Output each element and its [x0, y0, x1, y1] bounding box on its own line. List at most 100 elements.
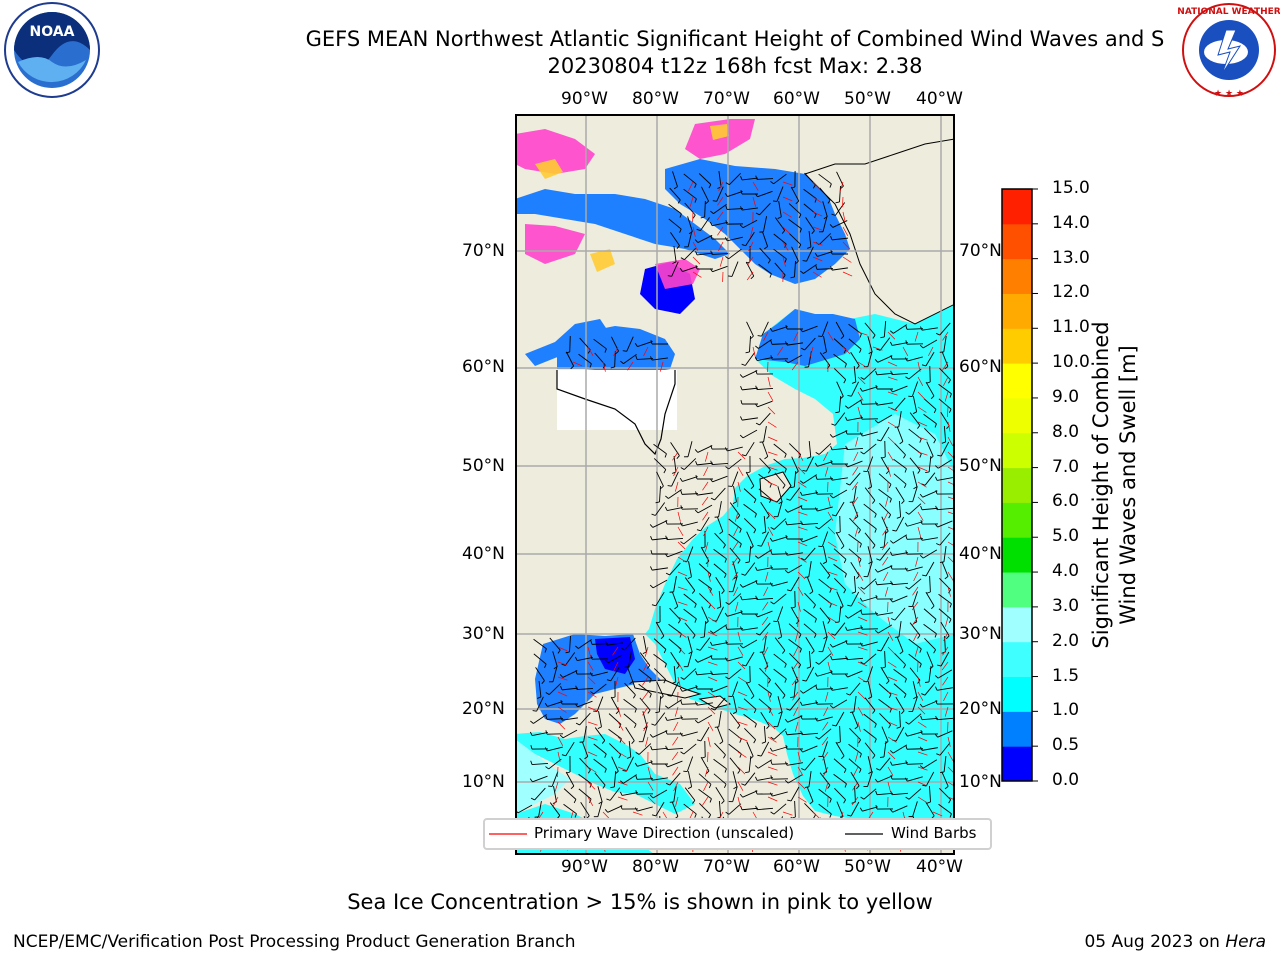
map-legend: Primary Wave Direction (unscaled) Wind B…	[483, 818, 992, 850]
footer-date: 05 Aug 2023 on Hera	[1084, 932, 1266, 952]
lat-label-right-60n: 60°N	[959, 357, 1002, 377]
lon-label-top-70w: 70°W	[703, 89, 750, 109]
lat-label-left-70n: 70°N	[462, 241, 505, 261]
lat-label-right-50n: 50°N	[959, 456, 1002, 476]
colorbar-tick-label: 0.0	[1052, 770, 1080, 790]
colorbar-tick-label: 8.0	[1052, 421, 1080, 442]
lon-label-top-50w: 50°W	[844, 89, 891, 109]
noaa-logo-text: NOAA	[30, 24, 75, 40]
colorbar-tick-label: 11.0	[1052, 317, 1090, 338]
colorbar-band	[1002, 502, 1032, 538]
colorbar-band	[1002, 223, 1032, 260]
lon-label-top-90w: 90°W	[561, 89, 608, 109]
pacific-strip	[516, 739, 570, 814]
sea-ice-3	[685, 119, 755, 159]
footer-branch: NCEP/EMC/Verification Post Processing Pr…	[13, 932, 576, 952]
colorbar-tick-label: 1.5	[1052, 665, 1080, 686]
sea-ice-yellow-2	[590, 249, 615, 272]
colorbar-band	[1002, 328, 1032, 364]
graticule	[515, 114, 955, 855]
sea-ice-1	[516, 129, 595, 174]
lat-label-left-40n: 40°N	[462, 544, 505, 564]
colorbar-band	[1002, 606, 1032, 643]
colorbar-band	[1002, 641, 1032, 678]
lon-label-top-80w: 80°W	[632, 89, 679, 109]
sea-ice-2	[525, 224, 585, 264]
colorbar-label-line-1: Significant Height of Combined	[1089, 321, 1113, 649]
lat-label-left-30n: 30°N	[462, 624, 505, 644]
wave-direction-arrows	[527, 181, 955, 853]
colorbar-tick-label: 7.0	[1052, 456, 1080, 477]
colorbar-band	[1002, 572, 1032, 608]
map-panel	[515, 114, 955, 855]
footer-date-text: 05 Aug 2023 on	[1084, 932, 1226, 952]
lat-label-right-70n: 70°N	[959, 241, 1002, 261]
colorbar	[1001, 188, 1038, 782]
hudson-outline	[556, 370, 676, 456]
colorbar-band	[1002, 189, 1032, 225]
title-line-1: GEFS MEAN Northwest Atlantic Significant…	[305, 27, 1165, 51]
colorbar-band	[1002, 746, 1032, 782]
wave-direction-legend-line	[489, 833, 527, 835]
hudson-bay-south-blank	[557, 370, 677, 430]
lon-label-bottom-50w: 50°W	[844, 857, 891, 877]
lat-label-left-50n: 50°N	[462, 456, 505, 476]
colorbar-label: Significant Height of Combined Wind Wave…	[1088, 321, 1142, 648]
colorbar-tick-label: 3.0	[1052, 595, 1080, 616]
footer-host: Hera	[1225, 932, 1266, 952]
colorbar-band	[1002, 258, 1032, 294]
colorbar-band	[1002, 432, 1032, 469]
wind-barbs-legend-label: Wind Barbs	[891, 824, 977, 842]
svg-text:★ ★ ★: ★ ★ ★	[1214, 89, 1244, 99]
baffin-bay	[665, 159, 850, 284]
colorbar-band	[1002, 467, 1032, 503]
colorbar-tick-label: 0.5	[1052, 735, 1080, 756]
colorbar-band	[1002, 676, 1032, 712]
lat-label-right-40n: 40°N	[959, 544, 1002, 564]
lon-label-top-60w: 60°W	[773, 89, 820, 109]
lat-label-left-20n: 20°N	[462, 699, 505, 719]
lat-label-left-10n: 10°N	[462, 772, 505, 792]
svg-text:NATIONAL WEATHER: NATIONAL WEATHER	[1178, 7, 1280, 17]
lon-label-bottom-80w: 80°W	[632, 857, 679, 877]
lat-label-right-30n: 30°N	[959, 624, 1002, 644]
gulf-core	[595, 637, 635, 674]
colorbar-tick-label: 12.0	[1052, 282, 1090, 303]
lat-label-right-20n: 20°N	[959, 699, 1002, 719]
lon-label-bottom-60w: 60°W	[773, 857, 820, 877]
map-frame	[515, 114, 955, 855]
colorbar-tick-label: 13.0	[1052, 247, 1090, 268]
chart-title: GEFS MEAN Northwest Atlantic Significant…	[0, 26, 1280, 80]
sea-ice-4	[655, 259, 700, 289]
colorbar-band	[1002, 537, 1032, 573]
lon-label-top-40w: 40°W	[916, 89, 963, 109]
colorbar-tick-label: 15.0	[1052, 178, 1090, 198]
hudson-bay-north	[525, 319, 610, 366]
lon-label-bottom-70w: 70°W	[703, 857, 750, 877]
nws-logo: NATIONAL WEATHER ★ ★ ★	[1178, 3, 1280, 99]
lon-label-bottom-40w: 40°W	[916, 857, 963, 877]
labrador-sea	[755, 309, 860, 366]
sea-ice-yellow-1	[535, 159, 563, 179]
colorbar-tick-label: 6.0	[1052, 491, 1080, 512]
lat-label-left-60n: 60°N	[462, 357, 505, 377]
colorbar-tick-label: 1.0	[1052, 700, 1080, 721]
sea-ice-yellow-3	[710, 124, 729, 140]
colorbar-tick-label: 2.0	[1052, 630, 1080, 651]
colorbar-tick-label: 5.0	[1052, 526, 1080, 547]
sea-ice-note: Sea Ice Concentration > 15% is shown in …	[347, 890, 933, 914]
colorbar-tick-label: 4.0	[1052, 561, 1080, 582]
wind-barbs	[515, 170, 954, 850]
colorbar-band	[1002, 711, 1032, 747]
lon-label-bottom-90w: 90°W	[561, 857, 608, 877]
colorbar-label-line-2: Wind Waves and Swell [m]	[1116, 345, 1140, 625]
noaa-logo: NOAA	[4, 2, 100, 98]
colorbar-tick-label: 14.0	[1052, 212, 1090, 233]
colorbar-band	[1002, 397, 1032, 434]
lat-label-right-10n: 10°N	[959, 772, 1002, 792]
colorbar-tick-label: 9.0	[1052, 386, 1080, 407]
colorbar-band	[1002, 363, 1032, 399]
hispaniola	[698, 695, 732, 709]
colorbar-tick-label: 10.0	[1052, 352, 1090, 373]
cuba	[632, 679, 702, 699]
